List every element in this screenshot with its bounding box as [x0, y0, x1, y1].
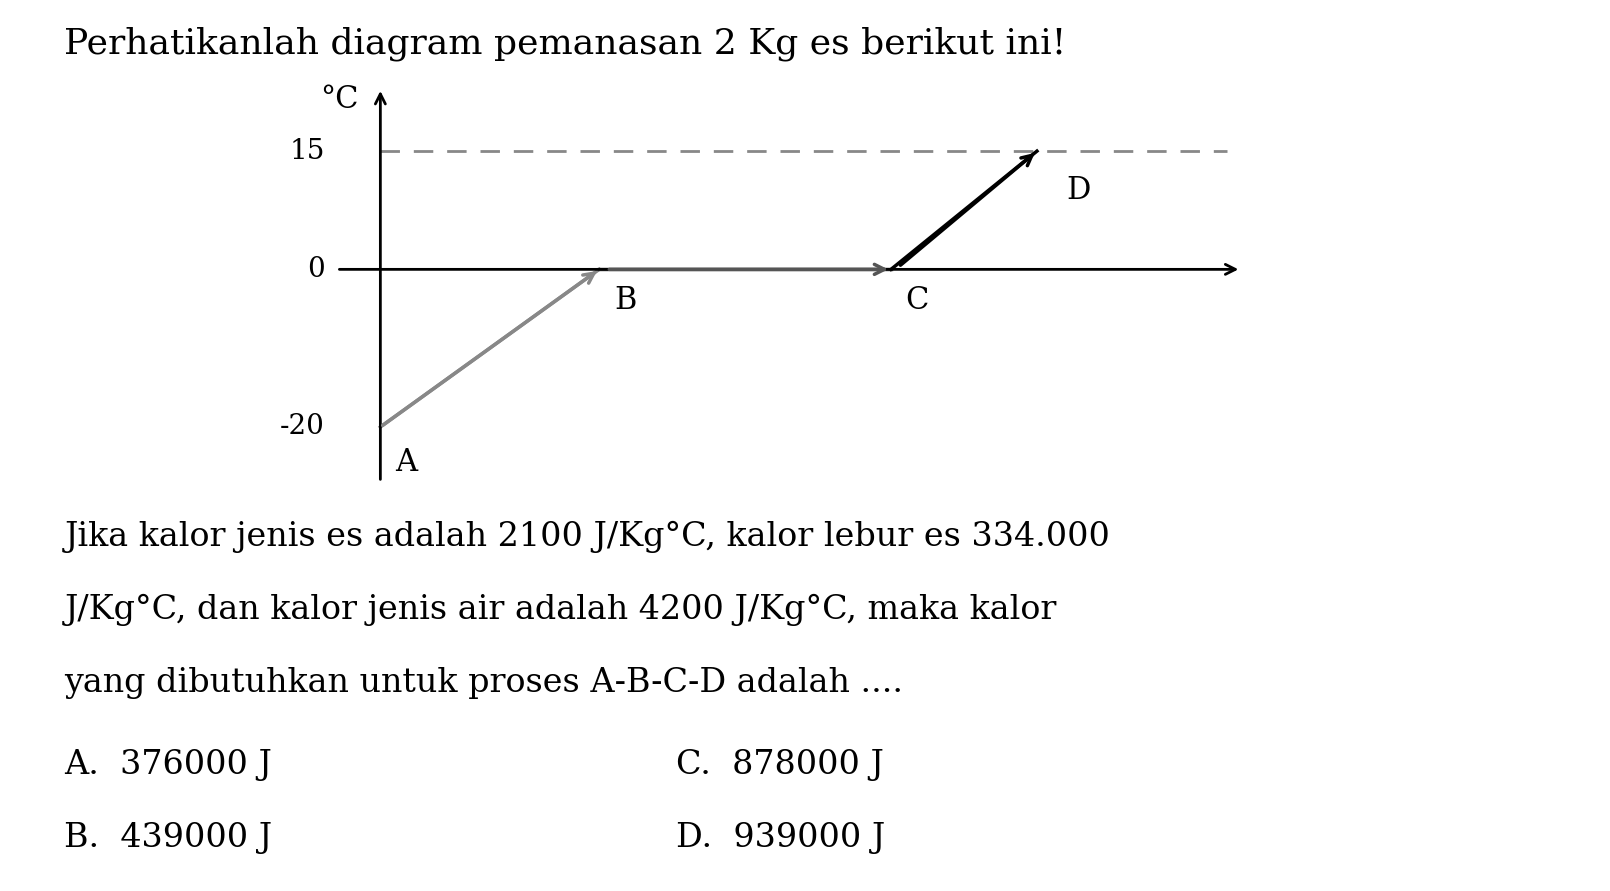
- Text: D.  939000 J: D. 939000 J: [676, 822, 886, 854]
- Text: Jika kalor jenis es adalah 2100 J/Kg°C, kalor lebur es 334.000: Jika kalor jenis es adalah 2100 J/Kg°C, …: [64, 521, 1111, 553]
- Text: °C: °C: [320, 84, 359, 115]
- Text: -20: -20: [280, 413, 325, 440]
- Text: C: C: [906, 285, 929, 316]
- Text: C.  878000 J: C. 878000 J: [676, 749, 884, 781]
- Text: Perhatikanlah diagram pemanasan 2 Kg es berikut ini!: Perhatikanlah diagram pemanasan 2 Kg es …: [64, 27, 1067, 61]
- Text: D: D: [1066, 175, 1090, 206]
- Text: 15: 15: [290, 137, 325, 165]
- Text: A.  376000 J: A. 376000 J: [64, 749, 272, 781]
- Text: B.  439000 J: B. 439000 J: [64, 822, 272, 854]
- Text: J/Kg°C, dan kalor jenis air adalah 4200 J/Kg°C, maka kalor: J/Kg°C, dan kalor jenis air adalah 4200 …: [64, 594, 1056, 626]
- Text: B: B: [613, 285, 636, 316]
- Text: A: A: [394, 446, 417, 478]
- Text: 0: 0: [308, 256, 325, 282]
- Text: yang dibutuhkan untuk proses A-B-C-D adalah ....: yang dibutuhkan untuk proses A-B-C-D ada…: [64, 667, 903, 699]
